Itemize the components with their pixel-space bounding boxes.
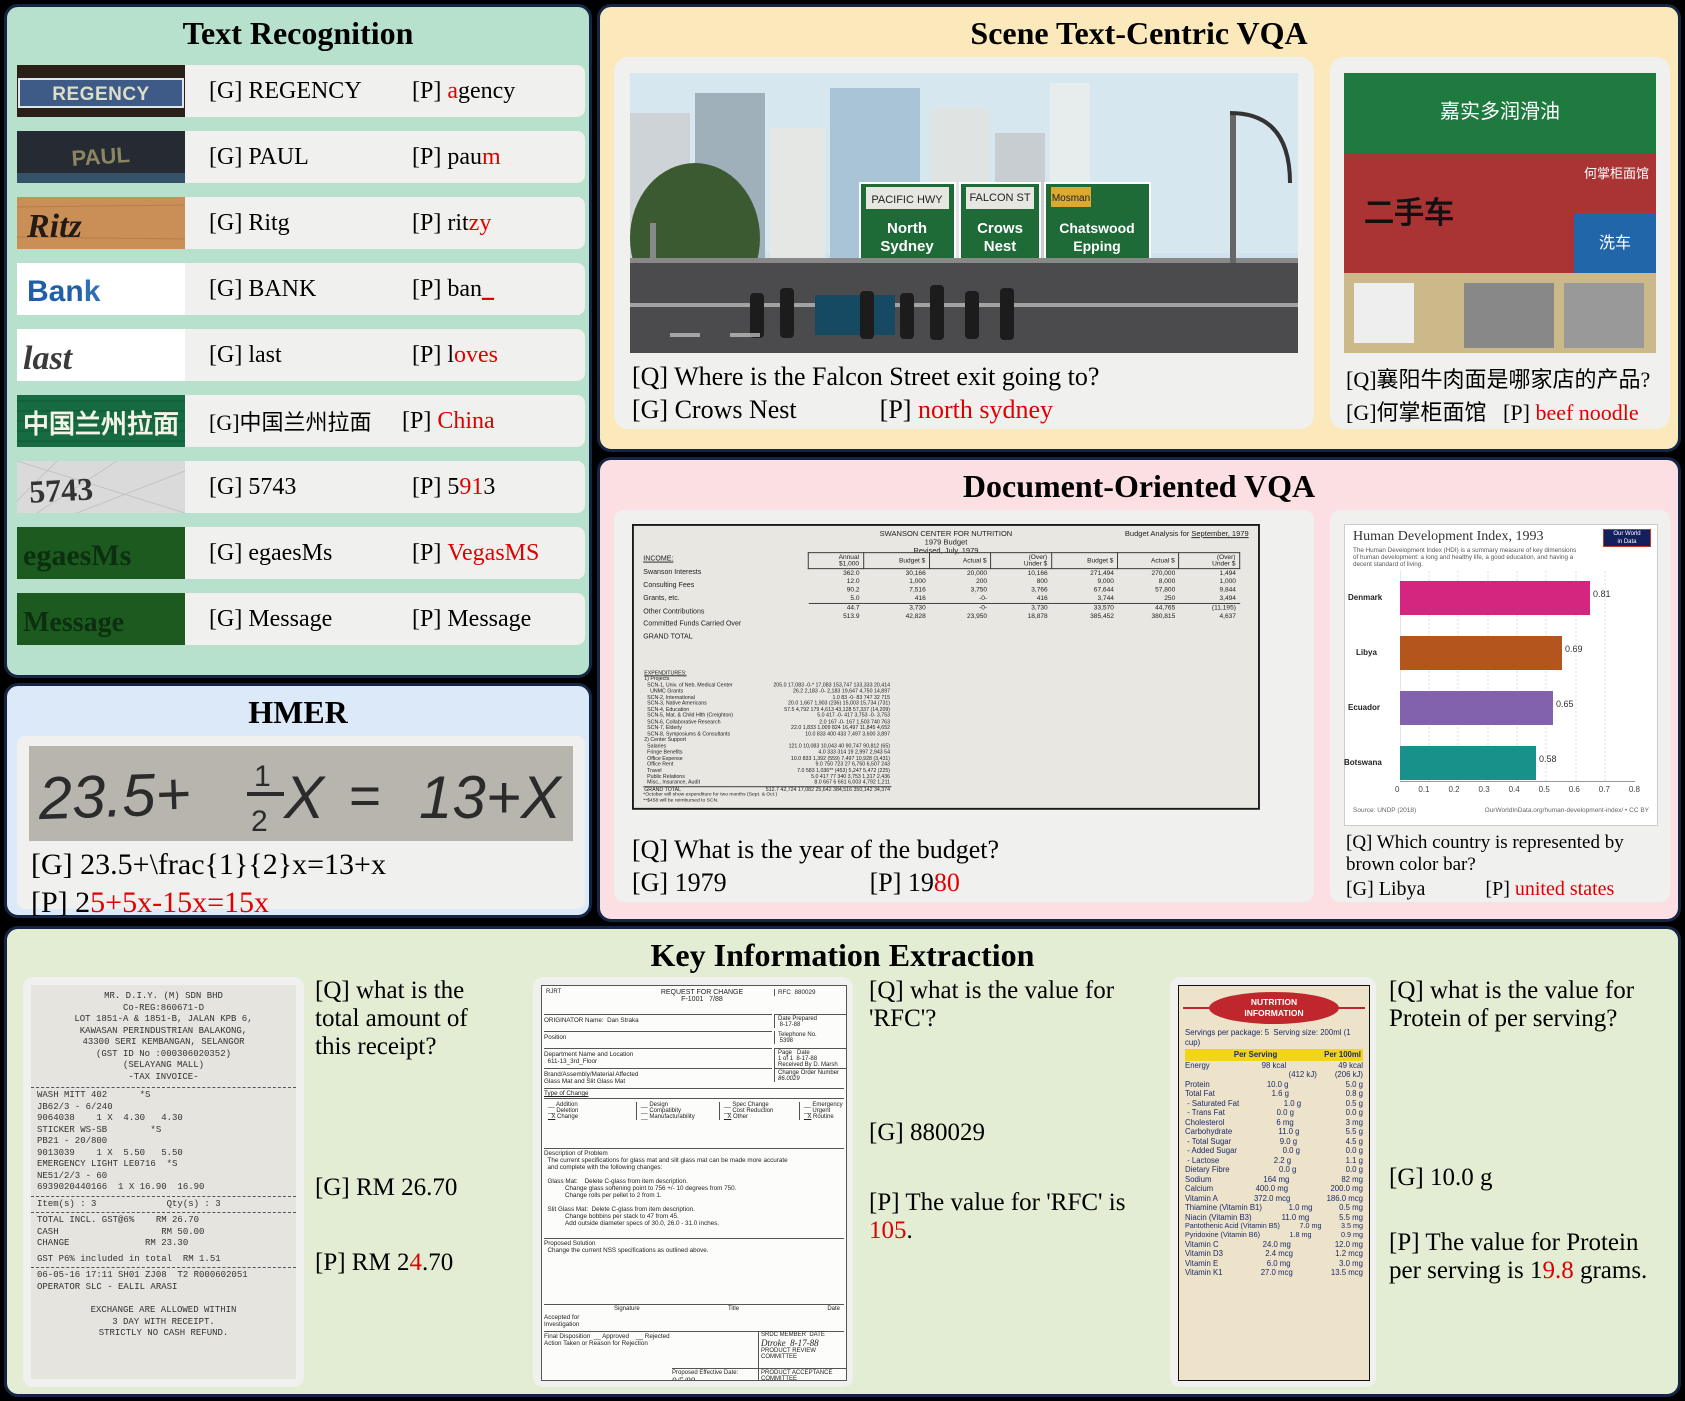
- svg-text:洗车: 洗车: [1599, 234, 1631, 252]
- svg-text:Bank: Bank: [27, 275, 101, 308]
- svg-text:何掌柜面馆: 何掌柜面馆: [1584, 166, 1649, 181]
- svg-text:egaesMs: egaesMs: [23, 539, 131, 572]
- svg-text:Epping: Epping: [1073, 238, 1120, 254]
- svg-text:23.5+: 23.5+: [37, 760, 192, 832]
- svg-text:NUTRITION: NUTRITION: [1251, 997, 1297, 1007]
- svg-text:REGENCY: REGENCY: [52, 84, 149, 105]
- svg-text:X: X: [282, 764, 326, 831]
- svg-text:1: 1: [254, 760, 271, 793]
- svg-text:Crows: Crows: [977, 220, 1023, 237]
- svg-text:=: =: [349, 764, 381, 826]
- svg-text:last: last: [23, 340, 74, 377]
- svg-text:INFORMATION: INFORMATION: [1244, 1008, 1303, 1018]
- svg-text:Ritz: Ritz: [26, 208, 83, 245]
- svg-text:PACIFIC HWY: PACIFIC HWY: [871, 194, 943, 206]
- svg-text:5743: 5743: [28, 470, 94, 509]
- svg-text:二手车: 二手车: [1364, 196, 1454, 230]
- svg-text:Nest: Nest: [984, 238, 1017, 255]
- svg-text:PAUL: PAUL: [71, 142, 131, 171]
- svg-text:Mosman: Mosman: [1052, 193, 1090, 204]
- svg-text:嘉实多润滑油: 嘉实多润滑油: [1440, 100, 1560, 123]
- svg-text:FALCON ST: FALCON ST: [969, 192, 1030, 204]
- svg-text:中国兰州拉面: 中国兰州拉面: [23, 409, 179, 439]
- svg-text:Message: Message: [23, 607, 124, 638]
- svg-text:Sydney: Sydney: [880, 238, 934, 255]
- svg-text:13+X: 13+X: [419, 764, 563, 831]
- svg-text:2: 2: [251, 805, 268, 838]
- svg-text:North: North: [887, 220, 927, 237]
- svg-text:Chatswood: Chatswood: [1059, 220, 1134, 236]
